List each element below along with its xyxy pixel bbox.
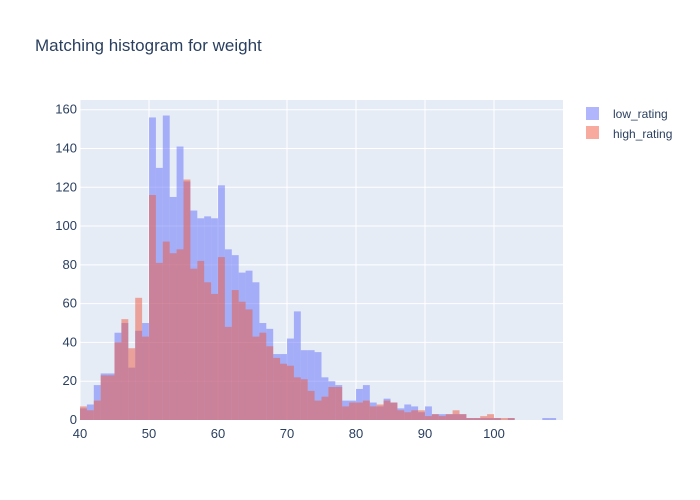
- x-tick-label: 40: [73, 426, 87, 441]
- bar-high-rating[interactable]: [300, 379, 308, 420]
- y-tick-label: 40: [63, 334, 77, 349]
- bars: [80, 115, 557, 421]
- bar-high-rating[interactable]: [404, 412, 412, 420]
- bar-high-rating[interactable]: [466, 418, 474, 420]
- bar-high-rating[interactable]: [169, 253, 177, 420]
- bar-high-rating[interactable]: [176, 249, 184, 420]
- bar-high-rating[interactable]: [383, 400, 391, 420]
- bar-high-rating[interactable]: [266, 346, 274, 420]
- bar-high-rating[interactable]: [135, 297, 143, 420]
- bar-high-rating[interactable]: [431, 414, 439, 420]
- bar-high-rating[interactable]: [480, 416, 488, 420]
- bar-high-rating[interactable]: [425, 416, 432, 420]
- bar-high-rating[interactable]: [287, 365, 294, 420]
- bar-high-rating[interactable]: [376, 404, 384, 420]
- bar-high-rating[interactable]: [162, 241, 170, 420]
- y-tick-label: 120: [55, 179, 77, 194]
- bar-high-rating[interactable]: [418, 410, 425, 420]
- bar-high-rating[interactable]: [190, 268, 198, 420]
- bar-low-rating[interactable]: [293, 311, 301, 420]
- bar-high-rating[interactable]: [218, 257, 225, 420]
- bar-high-rating[interactable]: [86, 410, 94, 420]
- bar-high-rating[interactable]: [231, 290, 239, 420]
- y-axis-ticks: 0 20 40 60 80 100 120 140 160: [55, 102, 77, 427]
- legend: low_rating high_rating: [586, 107, 672, 141]
- bar-high-rating[interactable]: [142, 336, 149, 420]
- x-tick-label: 80: [349, 426, 363, 441]
- bar-high-rating[interactable]: [107, 375, 115, 420]
- bar-high-rating[interactable]: [328, 387, 336, 420]
- chart-title: Matching histogram for weight: [35, 36, 262, 55]
- bar-high-rating[interactable]: [356, 402, 363, 420]
- y-tick-label: 80: [63, 257, 77, 272]
- bar-high-rating[interactable]: [293, 377, 301, 420]
- bar-high-rating[interactable]: [369, 406, 377, 420]
- bar-high-rating[interactable]: [487, 414, 494, 420]
- y-tick-label: 60: [63, 296, 77, 311]
- y-tick-label: 140: [55, 140, 77, 155]
- bar-low-rating[interactable]: [542, 418, 550, 420]
- y-tick-label: 0: [70, 412, 77, 427]
- y-tick-label: 20: [63, 373, 77, 388]
- bar-high-rating[interactable]: [155, 262, 163, 420]
- bar-high-rating[interactable]: [128, 348, 136, 420]
- bar-high-rating[interactable]: [335, 387, 343, 420]
- bar-high-rating[interactable]: [149, 195, 156, 420]
- x-tick-label: 90: [418, 426, 432, 441]
- bar-high-rating[interactable]: [280, 363, 287, 420]
- bar-high-rating[interactable]: [121, 319, 129, 420]
- bar-low-rating[interactable]: [314, 352, 322, 420]
- bar-high-rating[interactable]: [224, 326, 232, 420]
- bar-high-rating[interactable]: [314, 400, 322, 420]
- bar-high-rating[interactable]: [245, 309, 253, 420]
- bar-low-rating[interactable]: [549, 418, 557, 420]
- bar-high-rating[interactable]: [459, 414, 467, 420]
- legend-label: low_rating: [613, 107, 668, 121]
- y-tick-label: 100: [55, 218, 77, 233]
- bar-high-rating[interactable]: [80, 406, 87, 420]
- bar-high-rating[interactable]: [307, 390, 315, 420]
- bar-high-rating[interactable]: [438, 416, 446, 420]
- bar-low-rating[interactable]: [307, 350, 315, 420]
- bar-high-rating[interactable]: [93, 400, 101, 420]
- bar-high-rating[interactable]: [500, 418, 508, 420]
- bar-high-rating[interactable]: [114, 342, 122, 420]
- bar-high-rating[interactable]: [321, 396, 329, 420]
- bar-high-rating[interactable]: [452, 410, 460, 420]
- legend-swatch: [586, 126, 599, 139]
- bar-high-rating[interactable]: [349, 402, 356, 420]
- bar-high-rating[interactable]: [211, 293, 218, 420]
- bar-high-rating[interactable]: [494, 418, 501, 420]
- bar-high-rating[interactable]: [273, 357, 281, 420]
- bar-high-rating[interactable]: [397, 410, 405, 420]
- bar-high-rating[interactable]: [390, 402, 398, 420]
- bar-high-rating[interactable]: [252, 336, 260, 420]
- bar-high-rating[interactable]: [445, 414, 453, 420]
- bar-high-rating[interactable]: [197, 260, 205, 420]
- bar-high-rating[interactable]: [183, 179, 191, 420]
- bar-high-rating[interactable]: [259, 332, 267, 420]
- x-tick-label: 100: [483, 426, 505, 441]
- bar-high-rating[interactable]: [100, 375, 108, 420]
- bar-low-rating[interactable]: [425, 406, 432, 420]
- x-tick-label: 60: [211, 426, 225, 441]
- x-axis-ticks: 40 50 60 70 80 90 100: [73, 426, 505, 441]
- bar-high-rating[interactable]: [411, 410, 419, 420]
- legend-item-low-rating[interactable]: low_rating: [586, 107, 668, 121]
- bar-high-rating[interactable]: [507, 418, 515, 420]
- legend-item-high-rating[interactable]: high_rating: [586, 126, 672, 141]
- bar-high-rating[interactable]: [473, 418, 481, 420]
- bar-high-rating[interactable]: [238, 301, 246, 420]
- x-tick-label: 70: [280, 426, 294, 441]
- legend-label: high_rating: [613, 127, 672, 141]
- bar-high-rating[interactable]: [362, 400, 370, 420]
- bar-high-rating[interactable]: [204, 282, 212, 420]
- bar-high-rating[interactable]: [342, 406, 350, 420]
- y-tick-label: 160: [55, 102, 77, 117]
- x-tick-label: 50: [142, 426, 156, 441]
- legend-swatch: [586, 107, 599, 120]
